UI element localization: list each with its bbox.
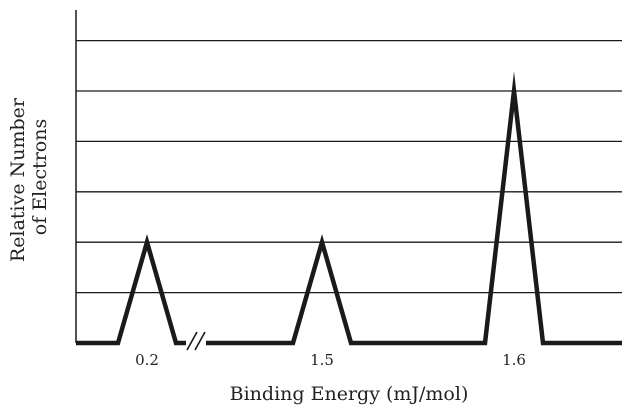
peaks <box>147 91 514 242</box>
axis-break-icon <box>186 331 206 351</box>
tick-labels: 0.2 1.5 1.6 <box>135 351 526 369</box>
x-axis-title: Binding Energy (mJ/mol) <box>230 383 469 405</box>
grid-lines <box>76 39 622 294</box>
x-tick-label: 1.5 <box>310 351 334 369</box>
x-tick-label: 0.2 <box>135 351 159 369</box>
y-axis-title-line-1: Relative Number <box>7 97 29 262</box>
y-axis-title-line-2: of Electrons <box>29 119 51 236</box>
axis-break-stroke <box>186 331 198 351</box>
x-tick-label: 1.6 <box>502 351 526 369</box>
y-axis-title: Relative Number of Electrons <box>7 92 51 262</box>
axis-break-stroke <box>194 331 206 351</box>
spectrum-line <box>76 71 622 346</box>
